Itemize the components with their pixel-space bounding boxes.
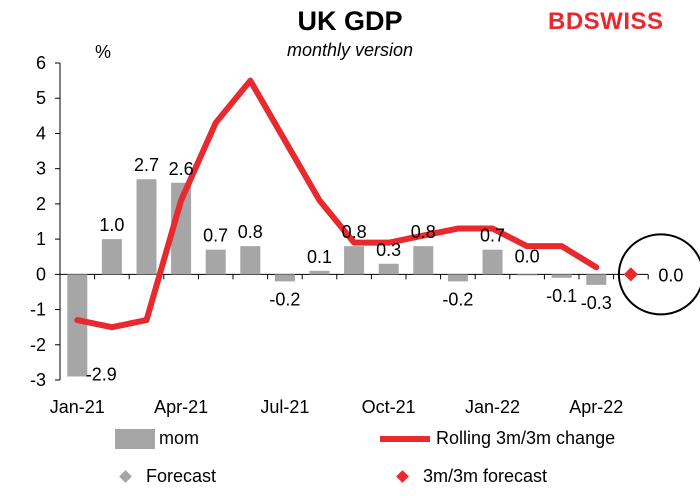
bar-mom bbox=[274, 274, 295, 282]
y-tick-label: 5 bbox=[36, 88, 46, 108]
bar-data-label: 0.1 bbox=[307, 247, 332, 267]
bar-mom bbox=[586, 274, 607, 285]
brand-logo: BDSWISS bbox=[548, 8, 664, 36]
bar-data-label: 2.6 bbox=[169, 159, 194, 179]
bar-mom bbox=[205, 249, 226, 275]
bar-data-label: -0.3 bbox=[581, 293, 612, 313]
y-tick-label: 3 bbox=[36, 159, 46, 179]
y-tick-label: 2 bbox=[36, 194, 46, 214]
x-tick-label: Jul-21 bbox=[260, 397, 309, 417]
bar-mom bbox=[67, 274, 88, 377]
legend-swatch-rolling bbox=[380, 435, 430, 442]
y-tick-label: -3 bbox=[30, 370, 46, 390]
legend-item-3m-forecast: 3m/3m forecast bbox=[380, 466, 547, 487]
bar-data-label: -0.1 bbox=[546, 286, 577, 306]
bar-mom bbox=[101, 239, 122, 275]
bar-mom bbox=[171, 182, 192, 275]
x-tick-label: Jan-22 bbox=[465, 397, 520, 417]
forecast-data-label: 0.0 bbox=[658, 265, 683, 285]
y-tick-label: 0 bbox=[36, 264, 46, 284]
x-tick-label: Apr-21 bbox=[154, 397, 208, 417]
bar-data-label: -2.9 bbox=[86, 364, 117, 384]
y-tick-label: 4 bbox=[36, 123, 46, 143]
bar-data-label: 0.3 bbox=[376, 240, 401, 260]
bar-mom bbox=[344, 246, 365, 275]
bar-mom bbox=[136, 179, 157, 275]
bar-data-label: 2.7 bbox=[134, 155, 159, 175]
legend-label-rolling: Rolling 3m/3m change bbox=[436, 428, 616, 448]
bar-data-label: 1.0 bbox=[99, 215, 124, 235]
bar-data-label: -0.2 bbox=[269, 289, 300, 309]
logo-part-1: BD bbox=[548, 8, 584, 35]
y-tick-label: -2 bbox=[30, 335, 46, 355]
bar-mom bbox=[517, 274, 538, 276]
forecast-highlight-circle bbox=[617, 233, 700, 316]
bar-data-label: 0.8 bbox=[342, 222, 367, 242]
bar-data-label: 0.7 bbox=[480, 226, 505, 246]
legend-item-mom: mom bbox=[115, 428, 199, 449]
logo-part-2: SWISS bbox=[583, 8, 664, 35]
series-line-rolling bbox=[74, 77, 600, 331]
bar-mom bbox=[413, 246, 434, 275]
bar-data-label: 0.0 bbox=[515, 246, 540, 266]
legend-label-mom: mom bbox=[159, 428, 199, 448]
bar-mom bbox=[482, 249, 503, 275]
bar-mom bbox=[378, 263, 399, 275]
forecast-marker bbox=[623, 267, 638, 282]
legend-swatch-mom bbox=[115, 428, 155, 449]
legend-item-forecast: Forecast bbox=[107, 466, 216, 487]
chart-subtitle: monthly version bbox=[286, 40, 414, 60]
legend-item-rolling: Rolling 3m/3m change bbox=[380, 428, 615, 449]
bar-mom bbox=[551, 274, 572, 278]
bar-mom bbox=[447, 274, 468, 282]
legend-label-forecast: Forecast bbox=[146, 466, 217, 486]
x-tick-label: Apr-22 bbox=[569, 397, 623, 417]
legend-label-3m-forecast: 3m/3m forecast bbox=[423, 466, 548, 486]
bar-mom bbox=[240, 246, 261, 275]
bar-data-label: 0.8 bbox=[238, 222, 263, 242]
legend-swatch-forecast bbox=[119, 470, 132, 483]
bar-data-label: 0.8 bbox=[411, 222, 436, 242]
chart-title: UK GDP bbox=[297, 6, 403, 36]
y-axis-unit: % bbox=[95, 42, 112, 62]
bar-mom bbox=[309, 270, 330, 275]
y-tick-label: 1 bbox=[36, 229, 46, 249]
legend-swatch-3m-forecast bbox=[396, 470, 409, 483]
y-tick-label: -1 bbox=[30, 300, 46, 320]
bar-data-label: -0.2 bbox=[442, 289, 473, 309]
y-tick-label: 6 bbox=[36, 53, 46, 73]
x-tick-label: Oct-21 bbox=[362, 397, 416, 417]
x-tick-label: Jan-21 bbox=[50, 397, 105, 417]
bar-data-label: 0.7 bbox=[203, 226, 228, 246]
